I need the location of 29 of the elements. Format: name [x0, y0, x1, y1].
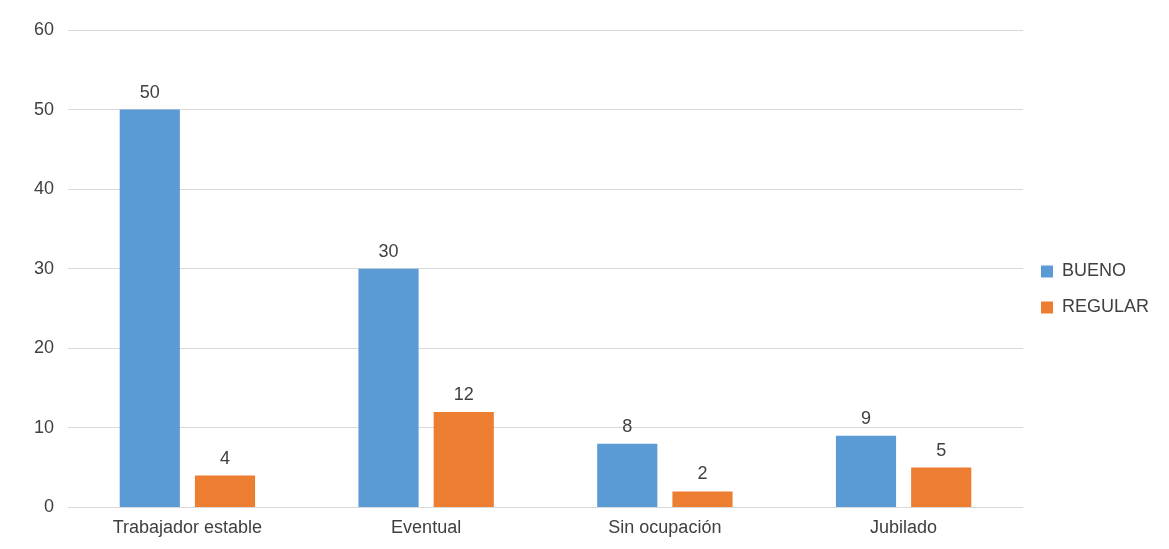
bar	[835, 435, 897, 507]
bar	[597, 443, 658, 507]
y-tick-label: 50	[33, 98, 55, 119]
y-tick-label: 40	[33, 178, 55, 199]
bar	[433, 411, 494, 507]
x-tick-label: Jubilado	[870, 517, 938, 538]
x-tick-label: Sin ocupación	[608, 517, 722, 538]
bar	[119, 109, 180, 507]
y-tick-label: 10	[33, 416, 55, 437]
bar	[672, 491, 733, 507]
data-label: 8	[622, 415, 633, 436]
bar	[911, 467, 972, 507]
bar	[358, 268, 419, 507]
y-tick-label: 60	[33, 18, 55, 39]
x-tick-label: Eventual	[391, 517, 462, 538]
data-label: 9	[861, 407, 872, 428]
legend-label: REGULAR	[1061, 296, 1150, 317]
data-label: 50	[139, 81, 160, 102]
legend-label: BUENO	[1061, 260, 1126, 281]
x-tick-label: Trabajador estable	[112, 517, 263, 538]
data-label: 2	[697, 463, 708, 484]
y-tick-label: 20	[33, 337, 55, 358]
data-label: 5	[936, 439, 947, 460]
data-label: 4	[219, 447, 230, 468]
y-tick-label: 0	[44, 496, 55, 517]
bar	[194, 475, 256, 507]
data-label: 12	[453, 383, 474, 404]
data-label: 30	[378, 240, 399, 261]
y-tick-label: 30	[33, 257, 55, 278]
